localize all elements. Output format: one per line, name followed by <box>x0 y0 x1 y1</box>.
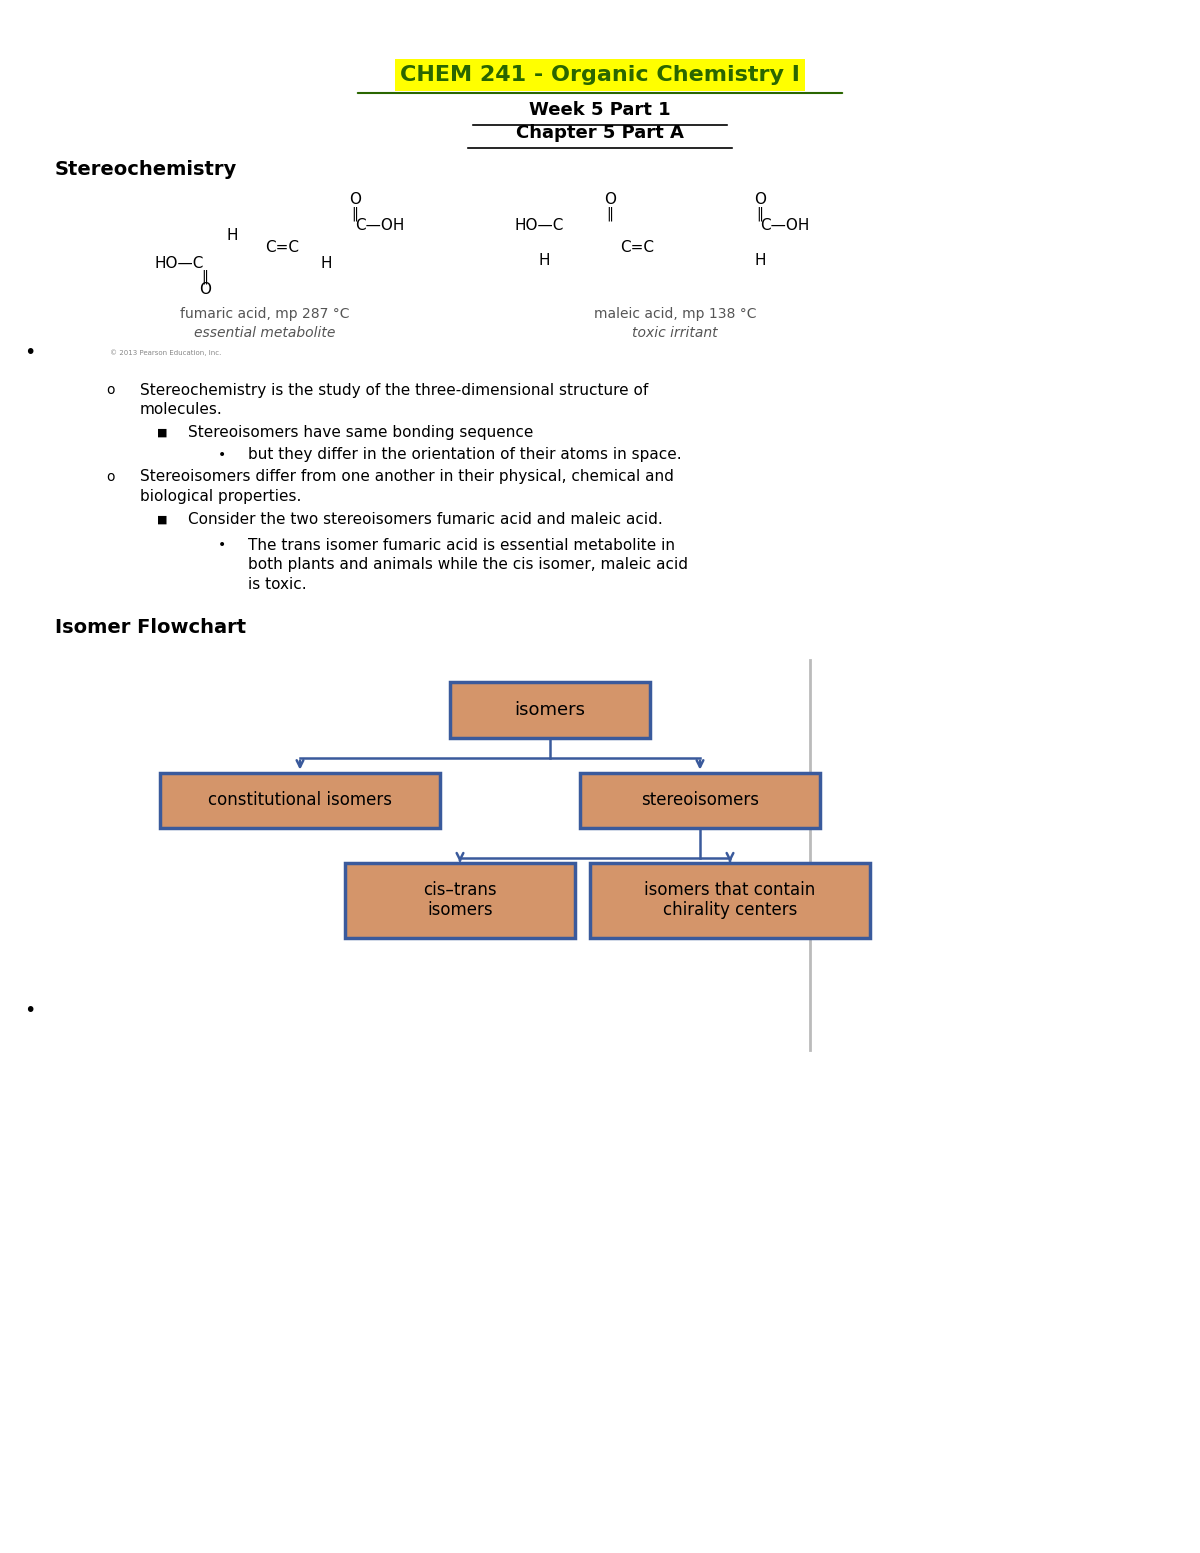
Text: O: O <box>604 193 616 208</box>
Text: Stereoisomers differ from one another in their physical, chemical and: Stereoisomers differ from one another in… <box>140 469 674 485</box>
Text: biological properties.: biological properties. <box>140 489 301 505</box>
Text: maleic acid, mp 138 °C: maleic acid, mp 138 °C <box>594 307 756 321</box>
Text: H: H <box>227 228 238 244</box>
Text: O: O <box>199 283 211 298</box>
Text: ‖: ‖ <box>202 270 209 284</box>
Text: •: • <box>218 447 226 461</box>
Text: cis–trans
isomers: cis–trans isomers <box>424 881 497 919</box>
Text: •: • <box>24 1000 36 1019</box>
FancyBboxPatch shape <box>450 682 650 738</box>
Text: C=C: C=C <box>265 241 299 256</box>
Text: but they differ in the orientation of their atoms in space.: but they differ in the orientation of th… <box>248 447 682 463</box>
Text: •: • <box>24 343 36 362</box>
Text: O: O <box>349 193 361 208</box>
Text: is toxic.: is toxic. <box>248 578 307 593</box>
Text: both plants and animals while the cis isomer, maleic acid: both plants and animals while the cis is… <box>248 558 688 573</box>
Text: Week 5 Part 1: Week 5 Part 1 <box>529 101 671 120</box>
Text: HO—C: HO—C <box>515 219 564 233</box>
Text: o: o <box>106 384 114 398</box>
Text: o: o <box>106 471 114 485</box>
Text: toxic irritant: toxic irritant <box>632 326 718 340</box>
Text: HO—C: HO—C <box>155 256 204 270</box>
Text: ■: ■ <box>157 516 167 525</box>
Text: stereoisomers: stereoisomers <box>641 790 760 809</box>
Text: fumaric acid, mp 287 °C: fumaric acid, mp 287 °C <box>180 307 349 321</box>
Text: ■: ■ <box>157 429 167 438</box>
Text: essential metabolite: essential metabolite <box>194 326 336 340</box>
Text: molecules.: molecules. <box>140 402 223 418</box>
Text: C—OH: C—OH <box>355 219 404 233</box>
Text: Consider the two stereoisomers fumaric acid and maleic acid.: Consider the two stereoisomers fumaric a… <box>188 512 662 528</box>
Text: H: H <box>320 256 331 270</box>
Text: CHEM 241 - Organic Chemistry I: CHEM 241 - Organic Chemistry I <box>400 65 800 85</box>
FancyBboxPatch shape <box>580 772 820 828</box>
Text: Stereochemistry is the study of the three-dimensional structure of: Stereochemistry is the study of the thre… <box>140 382 648 398</box>
Text: Stereochemistry: Stereochemistry <box>55 160 238 180</box>
FancyBboxPatch shape <box>160 772 440 828</box>
Text: C—OH: C—OH <box>760 219 809 233</box>
Text: ‖: ‖ <box>756 207 763 221</box>
Text: O: O <box>754 193 766 208</box>
Text: constitutional isomers: constitutional isomers <box>208 790 392 809</box>
Text: ‖: ‖ <box>352 207 359 221</box>
FancyBboxPatch shape <box>346 862 575 938</box>
FancyBboxPatch shape <box>590 862 870 938</box>
Text: Stereoisomers have same bonding sequence: Stereoisomers have same bonding sequence <box>188 426 533 441</box>
Text: Isomer Flowchart: Isomer Flowchart <box>55 618 246 637</box>
Text: isomers: isomers <box>515 700 586 719</box>
Text: C=C: C=C <box>620 241 654 256</box>
Text: H: H <box>755 253 767 269</box>
Text: The trans isomer fumaric acid is essential metabolite in: The trans isomer fumaric acid is essenti… <box>248 537 674 553</box>
Text: Chapter 5 Part A: Chapter 5 Part A <box>516 124 684 141</box>
Text: H: H <box>539 253 550 269</box>
Text: •: • <box>218 537 226 551</box>
Text: ‖: ‖ <box>606 207 613 221</box>
Text: © 2013 Pearson Education, Inc.: © 2013 Pearson Education, Inc. <box>110 349 221 356</box>
Text: isomers that contain
chirality centers: isomers that contain chirality centers <box>644 881 816 919</box>
